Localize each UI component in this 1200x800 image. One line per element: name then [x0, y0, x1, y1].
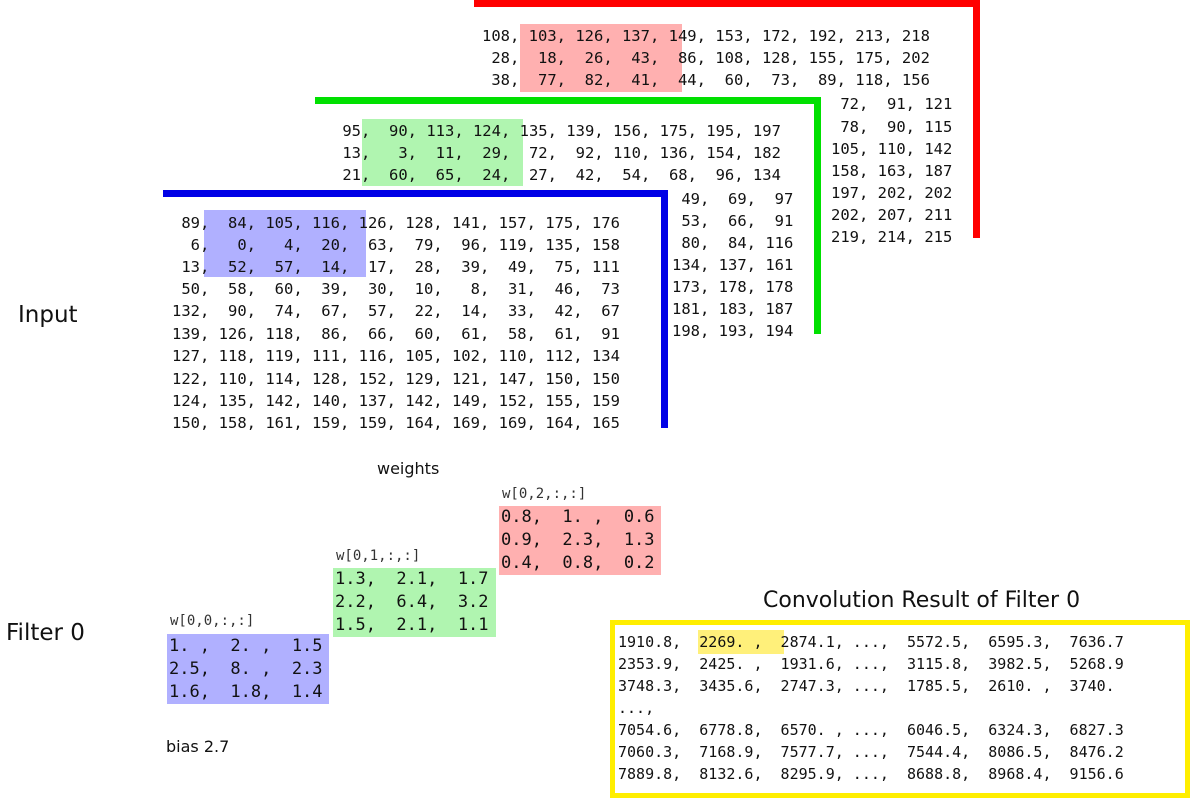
blue-kernel-highlight: [204, 210, 366, 277]
blue-row-9: 150, 158, 161, 159, 159, 164, 169, 169, …: [172, 414, 620, 432]
red-side-row-1: 78, 90, 115: [831, 118, 953, 136]
weight-w2-title: w[0,2,:,:]: [502, 486, 587, 502]
red-row-0: 108, 103, 126, 137, 149, 153, 172, 192, …: [482, 27, 930, 45]
result-row-ellipsis: ...,: [618, 699, 655, 717]
input-label: Input: [18, 302, 78, 328]
weight-w2-row-2: 0.4, 0.8, 0.2: [501, 553, 655, 573]
blue-row-3: 50, 58, 60, 39, 30, 10, 8, 31, 46, 73: [172, 280, 620, 298]
result-row-4: 7054.6, 6778.8, 6570. , ..., 6046.5, 632…: [618, 721, 1124, 739]
red-row-2: 38, 77, 82, 41, 44, 60, 73, 89, 118, 156: [482, 71, 930, 89]
weight-w1-title: w[0,1,:,:]: [336, 548, 421, 564]
red-side-row-4: 197, 202, 202: [831, 184, 953, 202]
red-side-row-3: 158, 163, 187: [831, 162, 953, 180]
result-row-1: 2353.9, 2425. , 1931.6, ..., 3115.8, 398…: [618, 655, 1124, 673]
weight-w0-row-0: 1. , 2. , 1.5: [169, 636, 323, 656]
blue-row-0: 89, 84, 105, 116, 126, 128, 141, 157, 17…: [172, 214, 620, 232]
blue-row-7: 122, 110, 114, 128, 152, 129, 121, 147, …: [172, 370, 620, 388]
weight-w2-row-0: 0.8, 1. , 0.6: [501, 507, 655, 527]
blue-row-4: 132, 90, 74, 67, 57, 22, 14, 33, 42, 67: [172, 302, 620, 320]
green-side-row-6: 198, 193, 194: [672, 322, 794, 340]
red-row-1: 28, 18, 26, 43, 86, 108, 128, 155, 175, …: [482, 49, 930, 67]
green-kernel-highlight: [362, 119, 523, 186]
red-kernel-highlight: [520, 24, 682, 92]
weight-w0-row-1: 2.5, 8. , 2.3: [169, 659, 323, 679]
blue-row-1: 6, 0, 4, 20, 63, 79, 96, 119, 135, 158: [172, 236, 620, 254]
filter-label: Filter 0: [6, 620, 85, 646]
weight-w1-box: [333, 568, 496, 637]
green-side-row-3: 134, 137, 161: [672, 256, 794, 274]
red-channel-bar-right: [973, 0, 980, 238]
green-side-row-1: 53, 66, 91: [672, 212, 794, 230]
weights-label: weights: [377, 459, 440, 478]
result-row-6: 7889.8, 8132.6, 8295.9, ..., 8688.8, 896…: [618, 765, 1124, 783]
red-side-row-6: 219, 214, 215: [831, 228, 953, 246]
blue-row-2: 13, 52, 57, 14, 17, 28, 39, 49, 75, 111: [172, 258, 620, 276]
green-row-0: 95, 90, 113, 124, 135, 139, 156, 175, 19…: [333, 122, 781, 140]
blue-channel-bar-right: [661, 190, 668, 428]
result-panel: [610, 620, 1190, 798]
result-row-5: 7060.3, 7168.9, 7577.7, ..., 7544.4, 808…: [618, 743, 1124, 761]
red-side-row-5: 202, 207, 211: [831, 206, 953, 224]
blue-row-5: 139, 126, 118, 86, 66, 60, 61, 58, 61, 9…: [172, 325, 620, 343]
weight-w0-box: [167, 634, 329, 704]
green-side-row-2: 80, 84, 116: [672, 234, 794, 252]
weight-w2-box: [499, 506, 661, 575]
weight-w1-row-1: 2.2, 6.4, 3.2: [335, 592, 489, 612]
result-row-0: 1910.8, 2269. , 2874.1, ..., 5572.5, 659…: [618, 633, 1124, 651]
green-row-2: 21, 60, 65, 24, 27, 42, 54, 68, 96, 134: [333, 166, 781, 184]
blue-row-8: 124, 135, 142, 140, 137, 142, 149, 152, …: [172, 392, 620, 410]
weight-w1-row-2: 1.5, 2.1, 1.1: [335, 615, 489, 635]
red-side-row-0: 72, 91, 121: [831, 95, 953, 113]
green-channel-bar-top: [315, 97, 821, 104]
green-row-1: 13, 3, 11, 29, 72, 92, 110, 136, 154, 18…: [333, 144, 781, 162]
weight-w0-row-2: 1.6, 1.8, 1.4: [169, 682, 323, 702]
green-side-row-4: 173, 178, 178: [672, 278, 794, 296]
weight-w1-row-0: 1.3, 2.1, 1.7: [335, 569, 489, 589]
result-row-2: 3748.3, 3435.6, 2747.3, ..., 1785.5, 261…: [618, 677, 1115, 695]
weight-w0-title: w[0,0,:,:]: [170, 613, 255, 629]
result-title: Convolution Result of Filter 0: [763, 588, 1081, 613]
bias-label: bias 2.7: [166, 737, 230, 756]
red-side-row-2: 105, 110, 142: [831, 140, 953, 158]
blue-row-6: 127, 118, 119, 111, 116, 105, 102, 110, …: [172, 347, 620, 365]
red-channel-bar-top: [474, 0, 980, 7]
result-highlight-cell: [698, 630, 784, 654]
green-channel-bar-right: [814, 97, 821, 334]
green-side-row-5: 181, 183, 187: [672, 300, 794, 318]
weight-w2-row-1: 0.9, 2.3, 1.3: [501, 530, 655, 550]
green-side-row-0: 49, 69, 97: [672, 190, 794, 208]
blue-channel-bar-top: [163, 190, 668, 197]
